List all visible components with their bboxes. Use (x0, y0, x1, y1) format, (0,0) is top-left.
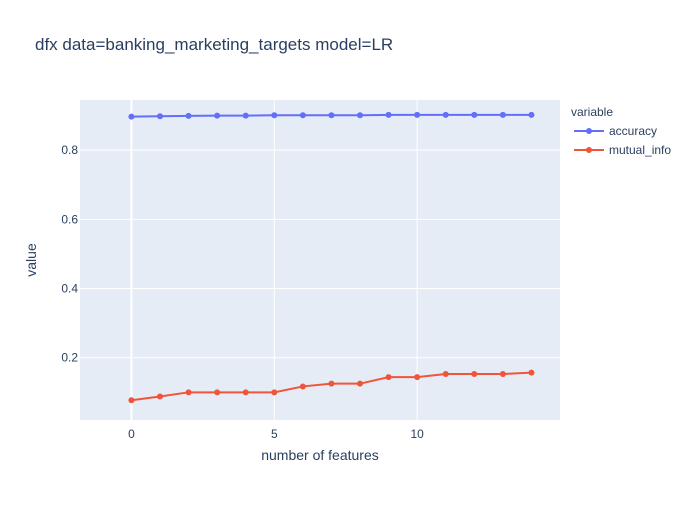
legend-marker-accuracy (586, 128, 592, 134)
data-point-mutual-info[interactable] (242, 389, 249, 396)
y-tick-label: 0.8 (61, 143, 78, 157)
data-point-accuracy[interactable] (271, 112, 278, 119)
data-point-mutual-info[interactable] (128, 397, 135, 404)
data-point-accuracy[interactable] (328, 112, 335, 119)
data-point-accuracy[interactable] (499, 111, 506, 118)
legend-marker-mutual-info (586, 147, 592, 153)
x-tick-label: 10 (410, 427, 424, 441)
data-point-mutual-info[interactable] (528, 369, 535, 376)
data-point-mutual-info[interactable] (157, 393, 163, 400)
y-tick-label: 0.2 (61, 351, 78, 365)
y-axis-title: value (23, 243, 39, 277)
data-point-mutual-info[interactable] (499, 370, 506, 377)
x-tick-label: 0 (128, 427, 135, 441)
data-point-accuracy[interactable] (128, 113, 135, 120)
series-layer (128, 111, 535, 404)
data-point-accuracy[interactable] (414, 111, 421, 118)
legend-label-accuracy: accuracy (609, 124, 657, 138)
legend-item-mutual-info[interactable]: mutual_info (574, 143, 671, 157)
data-point-accuracy[interactable] (471, 111, 478, 118)
data-point-accuracy[interactable] (299, 112, 306, 119)
data-point-accuracy[interactable] (214, 112, 221, 119)
data-point-mutual-info[interactable] (414, 374, 421, 381)
legend: variable accuracy mutual_info (571, 105, 671, 157)
data-point-accuracy[interactable] (528, 111, 535, 118)
data-point-mutual-info[interactable] (214, 389, 221, 396)
data-point-mutual-info[interactable] (471, 370, 478, 377)
data-point-accuracy[interactable] (242, 112, 249, 119)
data-point-accuracy[interactable] (385, 111, 392, 118)
data-point-mutual-info[interactable] (357, 380, 363, 387)
tick-layer: 0 5 10 0.2 0.4 0.6 0.8 (61, 143, 424, 441)
y-tick-label: 0.4 (61, 282, 78, 296)
data-point-mutual-info[interactable] (385, 374, 392, 381)
legend-title: variable (571, 105, 613, 119)
data-point-mutual-info[interactable] (299, 383, 306, 390)
data-point-accuracy[interactable] (185, 112, 192, 119)
legend-item-accuracy[interactable]: accuracy (574, 124, 657, 138)
data-point-mutual-info[interactable] (271, 389, 278, 396)
x-tick-label: 5 (271, 427, 278, 441)
chart-title: dfx data=banking_marketing_targets model… (35, 35, 393, 54)
legend-label-mutual-info: mutual_info (609, 143, 671, 157)
plot-area (80, 100, 560, 420)
data-point-mutual-info[interactable] (442, 370, 449, 377)
y-tick-label: 0.6 (61, 212, 78, 226)
data-point-accuracy[interactable] (442, 111, 449, 118)
data-point-mutual-info[interactable] (328, 380, 335, 387)
x-axis-title: number of features (261, 447, 379, 463)
data-point-accuracy[interactable] (357, 112, 363, 119)
data-point-mutual-info[interactable] (185, 389, 192, 396)
data-point-accuracy[interactable] (157, 113, 163, 120)
grid-layer (80, 100, 560, 420)
